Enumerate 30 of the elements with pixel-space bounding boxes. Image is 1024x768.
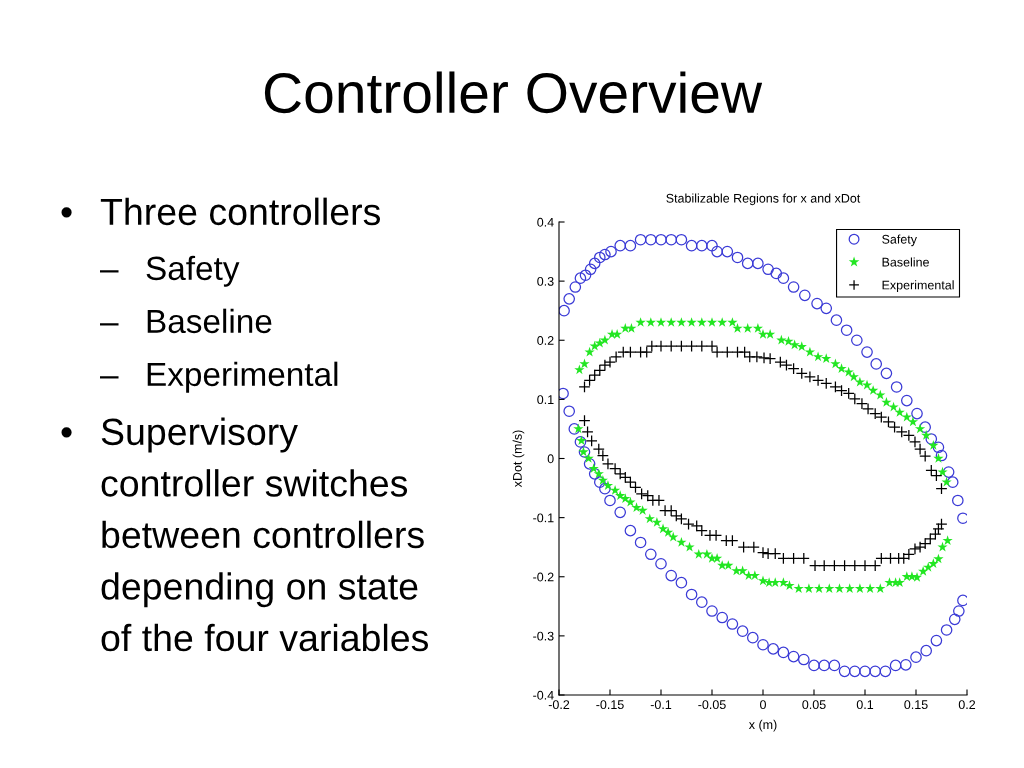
y-tick-label: -0.3: [533, 631, 554, 641]
text: – Baseline: [100, 308, 272, 334]
x-tick-label: -0.15: [596, 700, 624, 710]
text: – Experimental: [100, 361, 338, 393]
x-axis-title: x (m): [748, 719, 777, 732]
y-tick-label: 0: [547, 454, 554, 464]
x-tick-label: 0.1: [856, 700, 874, 710]
legend-label: Safety: [882, 234, 917, 247]
x-tick-label: -0.2: [548, 700, 570, 710]
y-tick-label: -0.2: [533, 572, 554, 582]
x-tick-label: 0.05: [802, 700, 826, 710]
y-tick-label: 0.1: [537, 395, 554, 405]
y-tick-label: -0.4: [533, 690, 554, 700]
text: • Supervisory controller switches between controllers depending on state of the four variables: [61, 417, 428, 652]
legend-label: Experimental: [882, 280, 954, 292]
chart-subtitle: Stabilizable Regions for x and xDot: [666, 193, 861, 206]
x-tick-label: -0.05: [698, 700, 726, 710]
x-tick-label: 0.15: [904, 700, 928, 710]
x-tick-label: 0.2: [958, 700, 976, 710]
y-axis-title: xDot (m/s): [512, 430, 525, 488]
y-tick-label: 0.2: [537, 336, 554, 345]
text: – Safety: [100, 255, 240, 287]
text: • Three controllers: [61, 197, 381, 226]
chart-title: Controller Overview: [264, 71, 763, 114]
x-tick-label: 0: [760, 700, 766, 710]
y-tick-label: -0.1: [533, 513, 554, 523]
legend-label: Baseline: [882, 257, 929, 267]
x-tick-label: -0.1: [650, 700, 672, 710]
y-tick-label: 0.4: [537, 217, 554, 227]
y-tick-label: 0.3: [537, 276, 554, 286]
